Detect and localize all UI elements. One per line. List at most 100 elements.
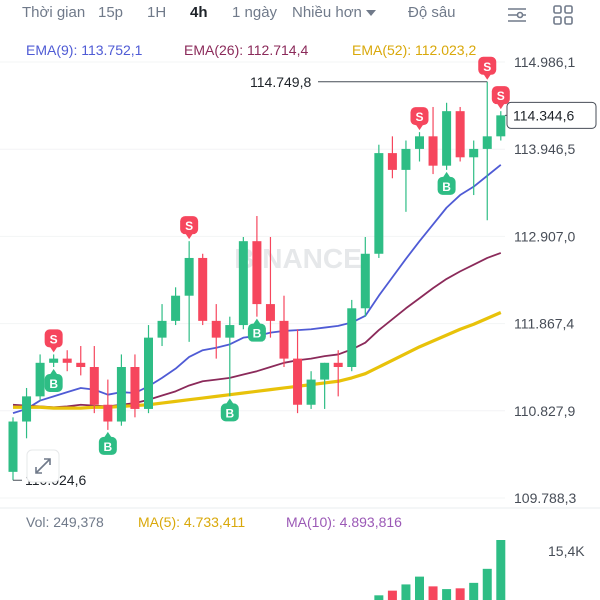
candle-body — [225, 325, 235, 338]
timeframe-toolbar: Thời gian 15p 1H 4h 1 ngày Nhiều hơn Độ … — [0, 0, 600, 30]
price-axis: 114.986,1 113.946,5 112.907,0 111.867,4 110.… — [514, 54, 576, 506]
candle — [252, 216, 262, 317]
candle-body — [130, 367, 140, 409]
buy-signal-marker[interactable]: B — [220, 398, 239, 422]
price-axis-label: 111.867,4 — [514, 316, 574, 332]
candle — [89, 346, 99, 414]
indicator-settings-icon[interactable] — [504, 2, 530, 28]
candle — [442, 102, 452, 170]
candle — [401, 140, 411, 212]
candle-body — [387, 153, 397, 170]
timeframe-time[interactable]: Thời gian — [22, 4, 86, 21]
candle-body — [469, 148, 479, 158]
sell-signal-marker[interactable]: S — [410, 107, 429, 131]
volume-bars: 15,4K — [0, 507, 600, 600]
candle-body — [265, 304, 275, 321]
volume-bar — [387, 590, 397, 600]
candle-body — [428, 136, 438, 166]
candle-body — [171, 295, 181, 321]
candle — [496, 111, 506, 141]
signal-letter: B — [104, 440, 113, 454]
candle — [306, 371, 316, 409]
timeframe-15m[interactable]: 15p — [98, 4, 124, 21]
signal-letter: B — [49, 377, 58, 391]
candle — [347, 299, 357, 372]
volume-bar — [469, 582, 479, 600]
volume-bar — [496, 540, 506, 600]
signal-badge — [44, 329, 63, 348]
candle — [49, 354, 59, 368]
timeframe-4h[interactable]: 4h — [190, 4, 208, 21]
buy-signal-marker[interactable]: B — [437, 171, 456, 195]
candle-body — [76, 362, 86, 368]
candle — [22, 387, 32, 439]
price-axis-label: 109.788,3 — [514, 490, 576, 506]
sell-signal-marker[interactable]: S — [491, 86, 510, 110]
ema9-legend: EMA(9): 113.752,1 — [26, 42, 143, 58]
timeframe-1h[interactable]: 1H — [147, 4, 167, 21]
current-price-label: 114.344,6 — [513, 107, 574, 123]
candle-body — [198, 257, 208, 321]
candle-body — [157, 320, 167, 338]
sell-signal-marker[interactable]: S — [478, 56, 497, 80]
current-price-box — [506, 101, 597, 129]
signal-letter: B — [225, 406, 234, 420]
signal-letter: S — [415, 110, 423, 124]
candle-body — [496, 115, 506, 137]
volume-bar — [415, 576, 424, 600]
candle — [144, 325, 153, 414]
high-marker-label: 114.749,8 — [250, 74, 311, 90]
candle — [293, 329, 303, 414]
sell-signal-marker[interactable]: S — [44, 329, 63, 353]
signal-pointer — [483, 73, 492, 80]
candle-body — [360, 253, 370, 309]
candle-body — [252, 241, 262, 305]
candle-body — [22, 396, 32, 422]
candle — [103, 379, 113, 430]
candle — [360, 236, 370, 317]
signal-badge — [247, 323, 266, 342]
ema26-legend: EMA(26): 112.714,4 — [184, 42, 309, 58]
candle-body — [401, 148, 411, 170]
candle — [198, 253, 208, 326]
volume-bar — [401, 584, 411, 600]
candle-body — [320, 362, 330, 380]
volume-axis-label: 15,4K — [548, 543, 585, 559]
timeframe-1d[interactable]: 1 ngày — [232, 4, 278, 21]
candle-body — [333, 362, 343, 368]
buy-signal-marker[interactable]: B — [247, 318, 266, 342]
signal-badge — [180, 216, 199, 235]
candle — [415, 132, 424, 162]
volume-legend: Vol: 249,378 — [26, 514, 104, 530]
candle — [116, 354, 126, 426]
volume-bar — [442, 589, 452, 600]
candle — [184, 241, 194, 342]
candle-body — [374, 153, 384, 254]
buy-signal-marker[interactable]: B — [98, 431, 117, 455]
candle-body — [49, 358, 59, 363]
signal-pointer — [49, 346, 58, 353]
candle — [387, 136, 397, 179]
buy-signal-marker[interactable]: B — [44, 369, 63, 393]
candle-body — [238, 241, 248, 326]
signal-badge — [44, 374, 63, 393]
signal-letter: S — [185, 219, 193, 233]
signal-letter: B — [253, 327, 262, 341]
grid-layout-icon[interactable] — [550, 2, 576, 28]
price-axis-label: 114.986,1 — [514, 54, 575, 70]
sell-signal-marker[interactable]: S — [180, 216, 199, 240]
candle — [455, 106, 465, 162]
candle-body — [144, 337, 153, 409]
timeframe-more-dropdown[interactable]: Nhiều hơn — [292, 4, 376, 21]
signal-badge — [220, 403, 239, 422]
depth-tab[interactable]: Độ sâu — [408, 4, 456, 21]
volume-bar — [482, 568, 492, 600]
signal-pointer — [252, 318, 261, 325]
chart-grid — [0, 61, 505, 499]
candle — [35, 354, 45, 401]
signal-badge — [491, 86, 510, 105]
candle — [130, 354, 140, 418]
expand-icon[interactable] — [26, 449, 60, 483]
